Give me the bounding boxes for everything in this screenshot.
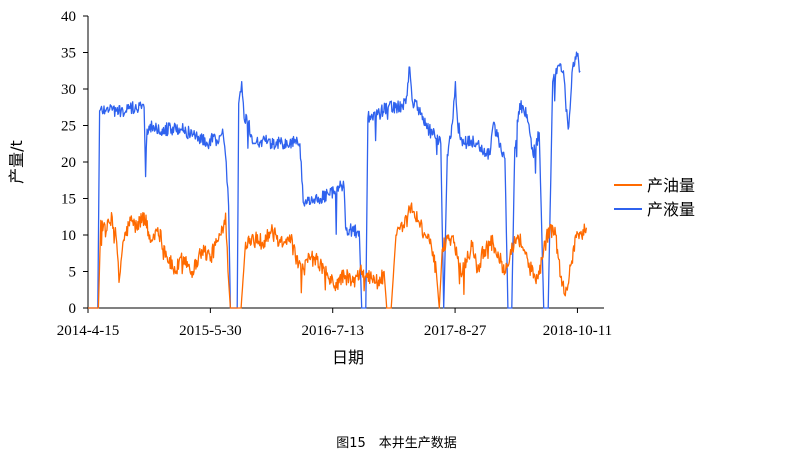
y-tick-label: 5 bbox=[69, 265, 77, 281]
y-tick-label: 40 bbox=[61, 9, 76, 25]
x-tick-label: 2014-4-15 bbox=[57, 323, 120, 339]
y-tick-label: 25 bbox=[61, 119, 76, 135]
y-tick-label: 20 bbox=[61, 155, 76, 171]
x-tick-label: 2018-10-11 bbox=[543, 323, 612, 339]
figure-caption: 图15 本井生产数据 bbox=[336, 436, 457, 451]
legend-label: 产油量 bbox=[647, 176, 695, 195]
series-line-liquid bbox=[87, 51, 581, 309]
plot-area: 0 5 10 15 20 25 30 35 40 2014-4-15 2015-5-30 2016-… bbox=[57, 9, 612, 339]
x-axis-title: 日期 bbox=[332, 348, 364, 367]
y-axis-title: 产量/t bbox=[7, 140, 26, 184]
x-axis-ticks: 2014-4-15 2015-5-30 2016-7-13 2017-8-27 2018… bbox=[57, 308, 612, 339]
y-tick-label: 15 bbox=[61, 192, 76, 208]
series-line-oil bbox=[87, 202, 588, 309]
y-tick-label: 0 bbox=[69, 301, 77, 317]
y-tick-label: 35 bbox=[61, 46, 76, 62]
y-tick-label: 10 bbox=[61, 228, 76, 244]
y-tick-label: 30 bbox=[61, 82, 76, 98]
legend-label: 产液量 bbox=[647, 200, 695, 219]
x-tick-label: 2015-5-30 bbox=[179, 323, 242, 339]
y-axis-ticks: 0 5 10 15 20 25 30 35 40 bbox=[61, 9, 88, 317]
x-tick-label: 2017-8-27 bbox=[424, 323, 487, 339]
series-layer bbox=[87, 51, 588, 309]
x-tick-label: 2016-7-13 bbox=[301, 323, 364, 339]
